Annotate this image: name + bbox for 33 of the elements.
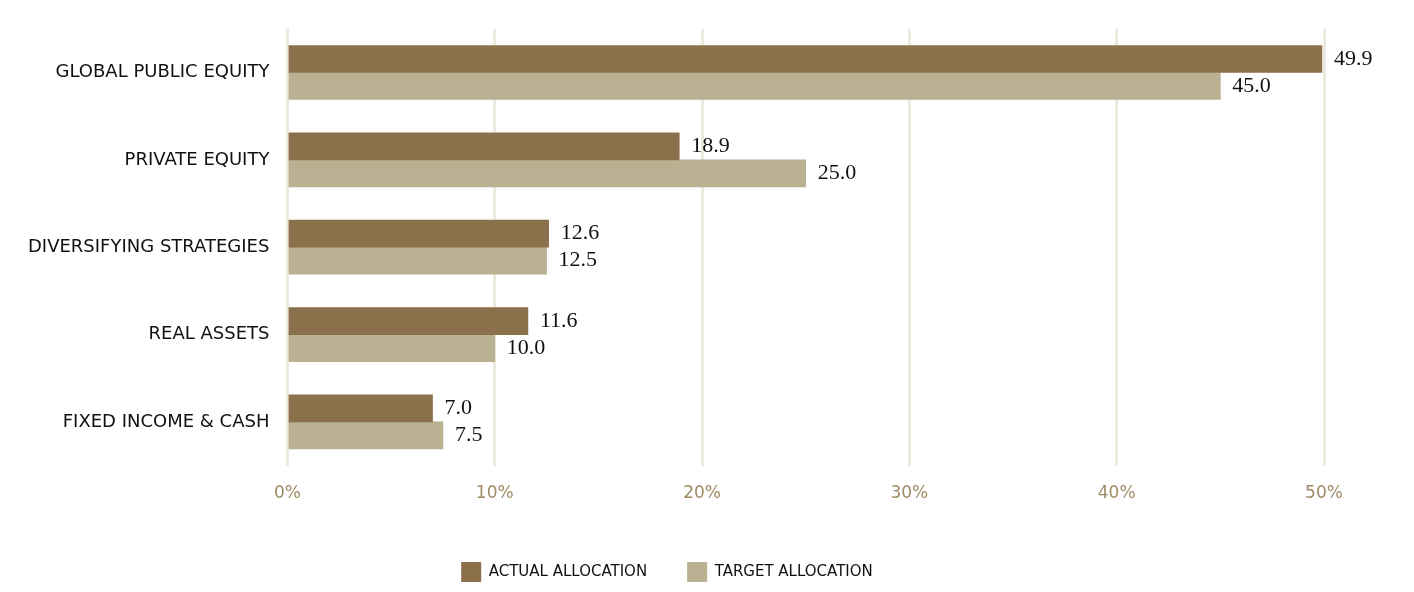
legend-label: ACTUAL ALLOCATION (488, 561, 648, 580)
x-tick-label: 10% (475, 482, 514, 503)
bar (288, 219, 549, 248)
bar (288, 334, 496, 362)
x-tick-label: 40% (1097, 482, 1136, 503)
data-label: 25.0 (817, 159, 857, 185)
bar (288, 307, 529, 335)
data-label: 7.0 (444, 394, 473, 420)
data-label: 18.9 (691, 132, 730, 158)
y-tick-label: REAL ASSETS (148, 322, 270, 344)
bar (288, 72, 1221, 100)
x-tick-label: 30% (890, 482, 929, 503)
legend-label: TARGET ALLOCATION (713, 561, 873, 580)
data-label: 7.5 (454, 421, 483, 447)
bar (288, 394, 433, 423)
bar (288, 421, 444, 450)
data-label: 49.9 (1333, 44, 1373, 70)
y-tick-label: GLOBAL PUBLIC EQUITY (55, 60, 271, 82)
y-tick-label: FIXED INCOME & CASH (62, 409, 270, 431)
x-tick-label: 0% (273, 482, 301, 503)
x-tick-label: 20% (683, 482, 721, 503)
data-label: 11.6 (539, 306, 578, 332)
bar (288, 246, 547, 275)
data-label: 10.0 (506, 333, 546, 359)
bar (288, 132, 680, 161)
bar (288, 45, 1323, 73)
data-label: 12.6 (560, 219, 600, 245)
bar (288, 159, 807, 188)
data-label: 12.5 (558, 246, 598, 272)
x-tick-label: 50% (1305, 482, 1343, 503)
data-label: 45.0 (1232, 71, 1271, 97)
y-tick-label: DIVERSIFYING STRATEGIES (27, 234, 270, 256)
y-tick-label: PRIVATE EQUITY (124, 147, 271, 169)
